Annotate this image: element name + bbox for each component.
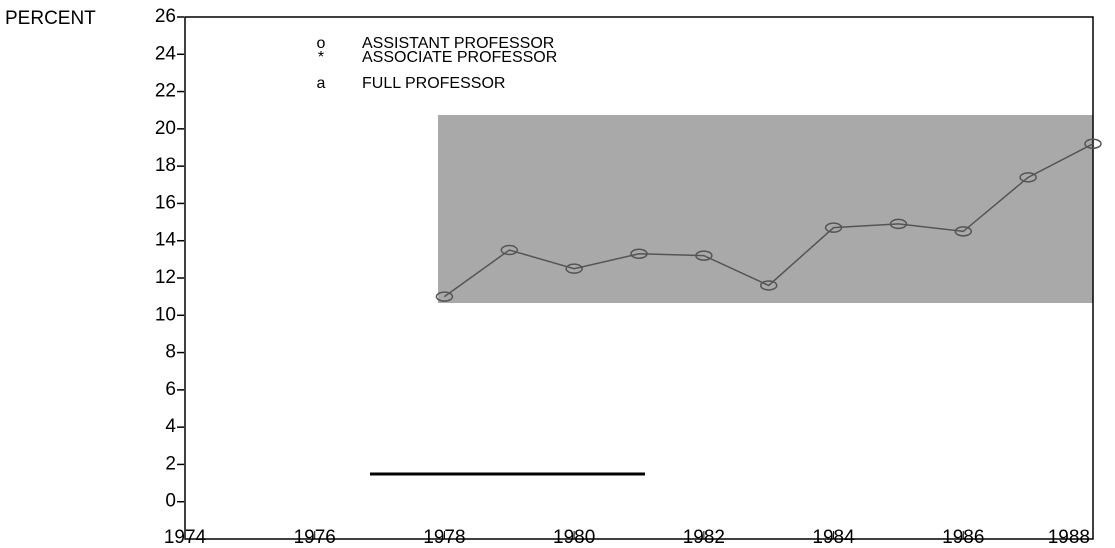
data-point: [695, 250, 713, 261]
legend-label: FULL PROFESSOR: [362, 75, 505, 92]
data-point: [1084, 138, 1102, 150]
y-tick-label: 22: [155, 81, 176, 102]
y-tick-label: 4: [165, 416, 176, 437]
legend-symbol: *: [318, 49, 324, 66]
data-point: [824, 222, 843, 233]
x-tick-label: 1984: [812, 527, 855, 548]
x-tick-label: 1978: [423, 527, 465, 548]
y-tick-label: 18: [155, 155, 176, 176]
data-point: [630, 248, 648, 260]
legend-symbol: o: [317, 35, 326, 52]
data-point: [565, 263, 583, 274]
x-tick-label: 1974: [164, 527, 207, 548]
data-point: [1019, 172, 1037, 183]
y-tick-label: 2: [165, 453, 176, 474]
y-tick-label: 14: [155, 230, 177, 251]
legend: o ASSISTANT PROFESSOR * ASSOCIATE PROFESSOR…: [317, 35, 558, 92]
y-tick-label: 8: [165, 342, 176, 363]
x-tick-label: 1988: [1048, 527, 1090, 548]
data-point: [500, 244, 519, 256]
y-tick-label: 16: [155, 192, 176, 213]
y-tick-label: 24: [155, 43, 177, 64]
y-tick-label: 26: [155, 6, 176, 27]
y-axis-label: PERCENT: [5, 8, 96, 29]
x-tick-label: 1986: [942, 527, 984, 548]
y-tick-label: 12: [155, 267, 176, 288]
data-point: [954, 226, 973, 237]
legend-label: ASSISTANT PROFESSOR: [362, 35, 554, 52]
series-line: [443, 143, 1094, 298]
y-tick-label: 20: [155, 118, 176, 139]
data-point: [889, 218, 908, 230]
y-tick-label: 6: [165, 379, 176, 400]
data-point: [759, 280, 778, 291]
legend-symbol: a: [317, 75, 326, 92]
photo-background: [438, 115, 1093, 303]
y-tick-label: 10: [155, 304, 176, 325]
x-tick-label: 1976: [294, 527, 336, 548]
plot-frame: [184, 16, 1094, 540]
data-point: [435, 291, 454, 302]
x-tick-label: 1980: [553, 527, 595, 548]
legend-label: ASSOCIATE PROFESSOR: [362, 49, 557, 66]
x-tick-label: 1982: [683, 527, 725, 548]
y-tick-label: 0: [165, 491, 176, 512]
